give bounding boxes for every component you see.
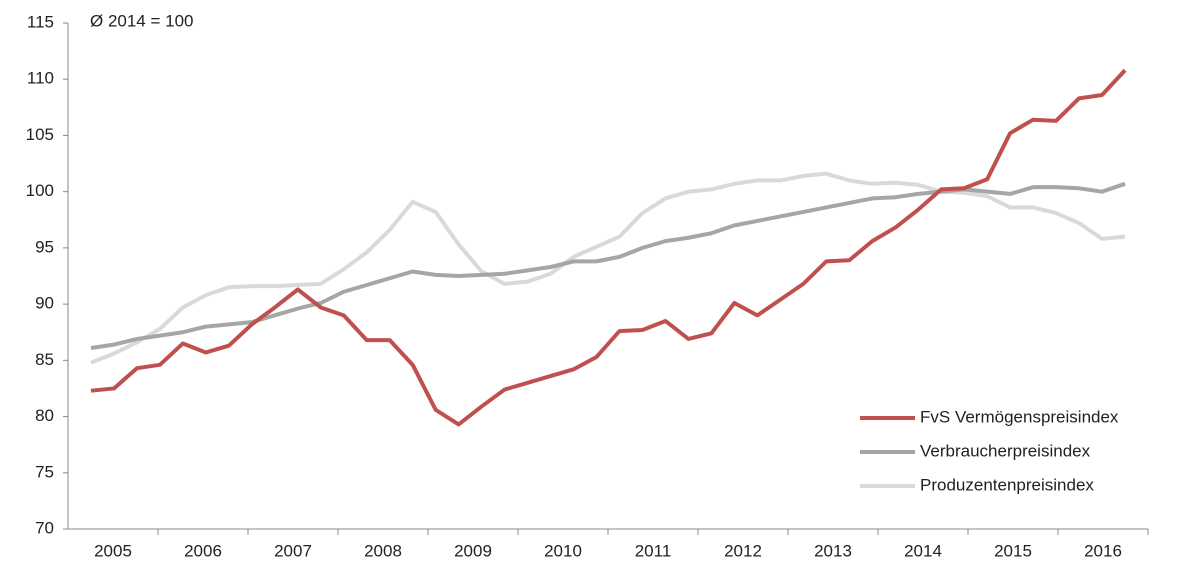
annotation: Ø 2014 = 100 [90,11,194,30]
y-tick-label: 105 [26,125,54,144]
legend-label: FvS Vermögenspreisindex [920,407,1119,426]
y-tick-label: 80 [35,406,54,425]
y-tick-label: 115 [27,12,54,31]
legend-label: Verbraucherpreisindex [920,441,1091,460]
series-line [90,181,1126,350]
y-tick-label: 90 [35,294,54,313]
x-tick-label: 2007 [274,541,312,560]
x-tick-label: 2011 [635,541,672,560]
x-tick-label: 2012 [724,541,762,560]
x-tick-label: 2010 [544,541,582,560]
x-tick-label: 2014 [904,541,942,560]
x-tick-label: 2006 [184,541,222,560]
y-tick-label: 85 [35,350,54,369]
series-line [90,68,1127,427]
x-tick-label: 2015 [994,541,1032,560]
y-tick-label: 95 [35,237,54,256]
y-tick-label: 75 [35,462,54,481]
y-tick-label: 110 [27,69,54,88]
x-tick-label: 2008 [364,541,402,560]
series-line [90,171,1126,365]
legend-label: Produzentenpreisindex [920,475,1094,494]
x-tick-label: 2005 [94,541,132,560]
x-tick-label: 2009 [454,541,492,560]
y-tick-label: 70 [35,518,54,537]
y-tick-label: 100 [26,181,54,200]
x-tick-label: 2013 [814,541,852,560]
x-tick-label: 2016 [1084,541,1122,560]
